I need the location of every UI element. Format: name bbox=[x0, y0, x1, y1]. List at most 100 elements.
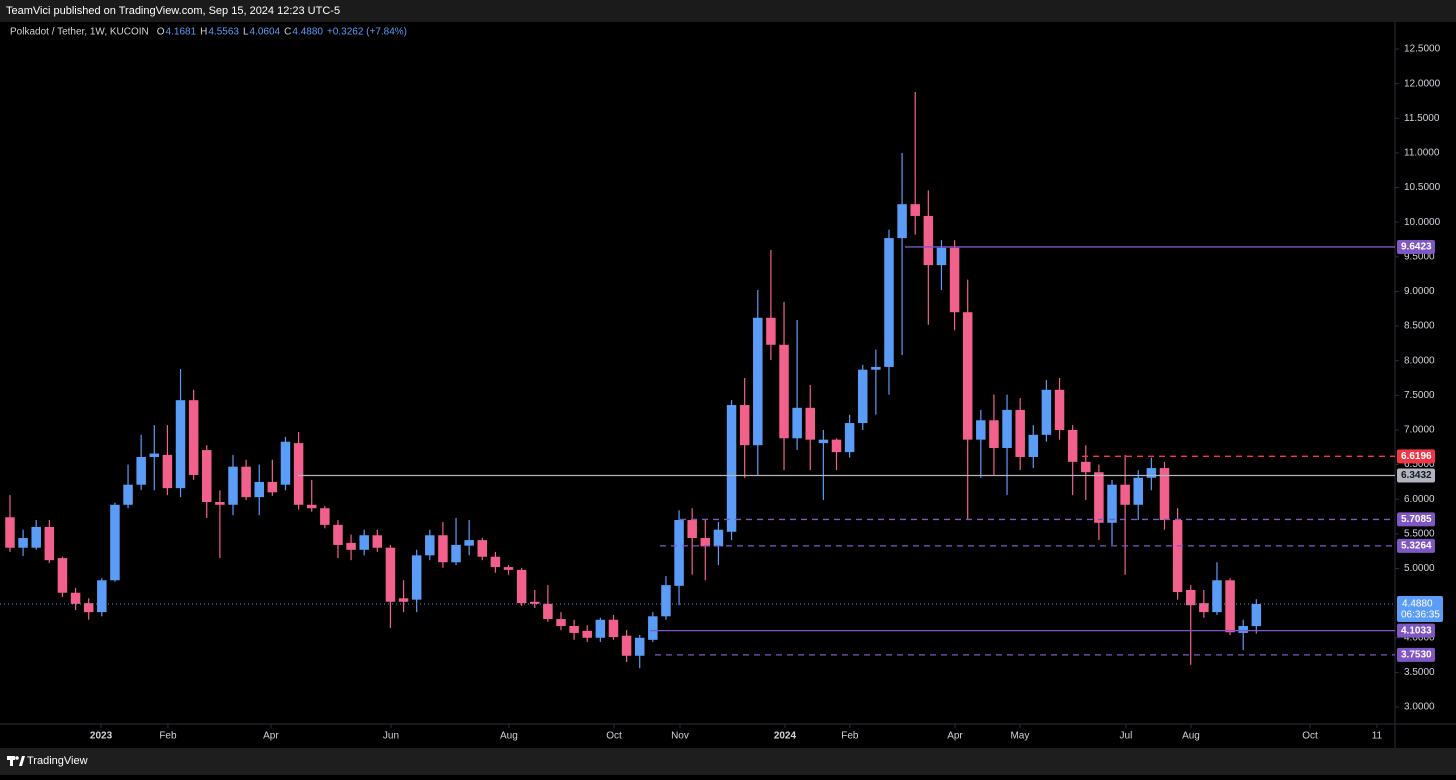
candle-body bbox=[1081, 461, 1091, 473]
candle-body bbox=[726, 405, 737, 532]
y-tick-label: 10.0000 bbox=[1404, 217, 1441, 228]
candle-body bbox=[871, 366, 881, 370]
candle-body bbox=[1238, 625, 1248, 633]
candle-body bbox=[503, 567, 514, 570]
x-tick-label: 2023 bbox=[90, 731, 113, 742]
candle-body bbox=[556, 619, 566, 626]
y-tick-label: 5.0000 bbox=[1404, 563, 1435, 574]
legend-key: O bbox=[157, 27, 165, 38]
x-tick-label: Nov bbox=[671, 731, 689, 742]
candle-body bbox=[543, 603, 553, 620]
candle-body bbox=[1133, 477, 1144, 505]
y-tick-label: 3.0000 bbox=[1404, 702, 1435, 713]
candle-body bbox=[44, 526, 55, 561]
candle-body bbox=[149, 453, 160, 457]
candle-body bbox=[687, 520, 697, 539]
candle-body bbox=[1146, 468, 1157, 478]
candle-body bbox=[1002, 409, 1012, 448]
level-tag bbox=[1397, 647, 1435, 662]
y-tick-label: 7.5000 bbox=[1404, 390, 1435, 401]
level-tag bbox=[1397, 239, 1435, 254]
countdown: 06:36:35 bbox=[1401, 610, 1440, 621]
candle-body bbox=[97, 580, 107, 613]
level-label: 5.7085 bbox=[1401, 514, 1432, 525]
candle-body bbox=[884, 238, 894, 367]
candle-body bbox=[346, 542, 356, 550]
y-tick-label: 11.0000 bbox=[1404, 148, 1440, 159]
y-tick-label: 8.0000 bbox=[1404, 355, 1435, 366]
x-tick-label: Oct bbox=[606, 731, 622, 742]
legend-value: 4.1681 bbox=[166, 27, 197, 38]
candle-body bbox=[634, 637, 645, 656]
candle-body bbox=[569, 625, 579, 633]
candle-body bbox=[5, 517, 15, 548]
candle-body bbox=[202, 450, 212, 503]
candle-body bbox=[1015, 409, 1025, 457]
candle-body bbox=[411, 555, 422, 600]
level-tag bbox=[1397, 623, 1435, 638]
published: TeamVici published on TradingView.com, S… bbox=[6, 5, 340, 17]
legend-key: H bbox=[200, 27, 207, 38]
candle-body bbox=[1041, 389, 1052, 435]
candle-body bbox=[962, 312, 973, 440]
candle-body bbox=[739, 405, 750, 446]
candle-body bbox=[293, 443, 304, 505]
candle-body bbox=[936, 247, 947, 266]
legend-change: +0.3262 (+7.84%) bbox=[327, 27, 407, 38]
legend-value: 4.4880 bbox=[292, 27, 323, 38]
candle-body bbox=[1094, 472, 1104, 523]
candle-body bbox=[333, 524, 343, 545]
last-price-label: 4.4880 bbox=[1402, 599, 1433, 610]
x-tick-label: Jul bbox=[1120, 731, 1133, 742]
candle-body bbox=[1185, 589, 1196, 606]
candle-body bbox=[188, 400, 199, 475]
candle-body bbox=[372, 535, 383, 548]
y-tick-label: 11.5000 bbox=[1404, 113, 1440, 124]
candle-body bbox=[805, 407, 816, 440]
y-tick-label: 5.5000 bbox=[1404, 529, 1435, 540]
candle-body bbox=[1199, 603, 1209, 613]
y-tick-label: 4.0000 bbox=[1404, 632, 1435, 643]
candle-body bbox=[621, 635, 632, 656]
candle-body bbox=[530, 601, 540, 604]
candle-body bbox=[753, 317, 763, 446]
candle-body bbox=[464, 540, 474, 546]
candle-body bbox=[425, 535, 435, 556]
candle-body bbox=[110, 504, 120, 581]
candle-body bbox=[648, 616, 658, 640]
level-tag bbox=[1397, 538, 1435, 553]
x-tick-label: 2024 bbox=[774, 731, 797, 742]
legend-value: 4.0604 bbox=[250, 27, 281, 38]
level-label: 5.3264 bbox=[1401, 541, 1432, 552]
candle-body bbox=[831, 439, 842, 453]
candle-body bbox=[582, 630, 592, 638]
level-label: 3.7530 bbox=[1401, 650, 1432, 661]
legend-key: C bbox=[284, 27, 291, 38]
candle-body bbox=[451, 544, 461, 563]
x-tick-label: Aug bbox=[1182, 731, 1200, 742]
candle-body bbox=[398, 598, 409, 602]
candle-body bbox=[661, 585, 671, 617]
candle-body bbox=[306, 504, 317, 509]
candle-body bbox=[923, 215, 934, 266]
y-tick-label: 3.5000 bbox=[1404, 667, 1435, 678]
candle-body bbox=[897, 204, 907, 239]
candle-body bbox=[241, 466, 251, 498]
candle-body bbox=[123, 484, 133, 505]
candle-body bbox=[1054, 389, 1065, 430]
x-tick-label: May bbox=[1010, 731, 1029, 742]
candle-body bbox=[949, 247, 960, 313]
candle-body bbox=[1028, 434, 1039, 457]
candle-body bbox=[18, 538, 28, 548]
x-tick-label: 11 bbox=[1372, 731, 1383, 742]
level-label: 4.1033 bbox=[1401, 625, 1432, 636]
candle-body bbox=[254, 481, 264, 498]
level-label: 6.3432 bbox=[1401, 470, 1432, 481]
candle-body bbox=[57, 558, 68, 593]
x-tick-label: Apr bbox=[947, 731, 963, 742]
candle-body bbox=[228, 466, 238, 505]
top-bar bbox=[0, 0, 1456, 22]
candle-body bbox=[700, 538, 711, 547]
